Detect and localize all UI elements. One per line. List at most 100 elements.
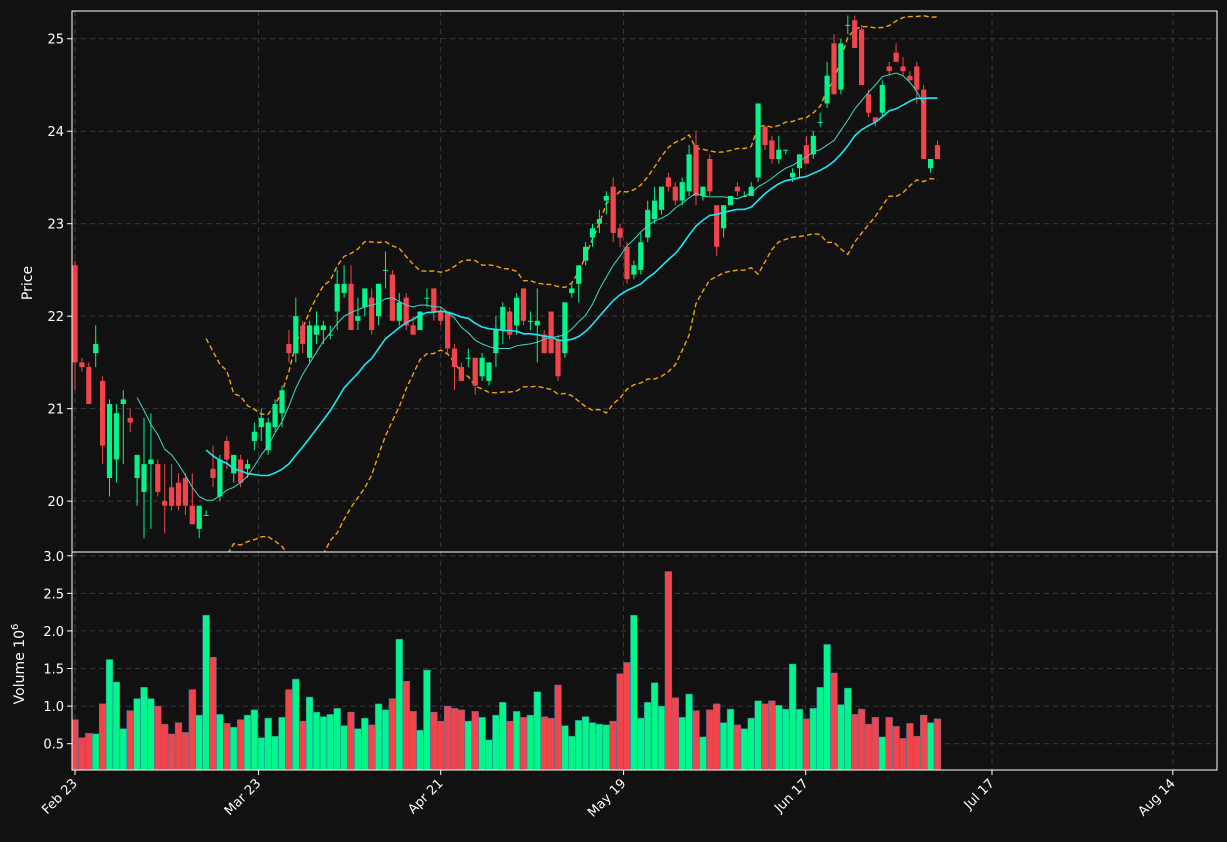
candle-body (845, 24, 851, 26)
volume-bar (630, 614, 638, 770)
candle-body (859, 29, 865, 85)
candle (279, 385, 285, 428)
candle-body (224, 441, 230, 460)
volume-exponent-base: 10 (12, 630, 28, 648)
candle-body (479, 357, 485, 377)
candle (624, 242, 630, 284)
candle (824, 61, 830, 109)
candle-body (493, 330, 499, 354)
volume-bar (851, 714, 859, 770)
candle (817, 112, 823, 127)
volume-bar (271, 735, 279, 770)
candle (203, 510, 209, 517)
candle (783, 149, 789, 155)
volume-bar (161, 723, 169, 770)
volume-bar (416, 729, 424, 770)
candle (879, 80, 885, 118)
volume-bar (278, 717, 286, 770)
candle-body (155, 464, 161, 492)
candle (900, 57, 906, 76)
volume-bar (699, 736, 707, 770)
volume-bar (706, 709, 714, 770)
candle-body (106, 404, 113, 479)
candle-body (127, 417, 133, 423)
candle (300, 320, 306, 354)
candle (652, 186, 658, 224)
candle-body (79, 362, 85, 368)
candle-body (631, 265, 637, 275)
candle-body (762, 126, 768, 146)
ma-slow-line (205, 97, 938, 477)
volume-bar (568, 735, 576, 770)
volume-bar (588, 722, 597, 770)
volume-bar (761, 703, 769, 770)
volume-bar (126, 710, 134, 770)
volume-bar (809, 708, 817, 770)
candle (679, 177, 685, 206)
volume-bar (147, 698, 155, 770)
candle-body (286, 343, 292, 354)
candle (658, 186, 665, 215)
volume-bar (326, 714, 334, 770)
candle-body (72, 265, 78, 363)
volume-bar (285, 689, 293, 770)
volume-bar (250, 709, 259, 770)
candle (921, 84, 927, 159)
candle-body (279, 390, 285, 414)
candle (320, 320, 326, 344)
candle-body (838, 43, 844, 90)
candle-body (438, 311, 444, 321)
volume-bar (464, 720, 472, 770)
candle-body (596, 219, 602, 224)
candle-body (803, 145, 809, 164)
moving-averages (136, 72, 938, 501)
price-gridlines (72, 11, 1217, 552)
candle (576, 265, 582, 303)
candle-body (721, 205, 727, 229)
volume-bar (471, 711, 479, 770)
candle-body (755, 103, 761, 178)
volume-bar (133, 698, 141, 770)
volume-exponent: 6 (10, 624, 21, 630)
candle (465, 348, 471, 368)
candle-body (541, 334, 547, 354)
candle (93, 325, 99, 368)
volume-bar (616, 673, 624, 770)
candle-body (417, 311, 423, 331)
candle (175, 473, 182, 511)
price-tick-label: 24 (47, 125, 64, 140)
candle (645, 200, 651, 243)
candle (514, 293, 520, 335)
candle-body (727, 195, 734, 206)
candle (217, 454, 223, 502)
volume-bar (443, 705, 452, 770)
candle-body (451, 348, 458, 368)
candle-body (686, 154, 692, 192)
volume-bar (292, 678, 300, 770)
candle-body (658, 186, 665, 210)
volume-bar (726, 708, 735, 770)
volume-bar (733, 724, 742, 770)
volume-bar (740, 728, 748, 770)
volume-bar (561, 725, 569, 770)
candle (79, 357, 85, 372)
candle (438, 306, 444, 326)
price-y-ticks: 20 21 22 23 24 25 (47, 33, 72, 510)
volume-bar (98, 703, 107, 770)
volume-bar (782, 708, 790, 770)
candle (265, 417, 271, 455)
candle-body (320, 325, 326, 331)
volume-bar (209, 656, 217, 770)
volume-bar (347, 711, 355, 770)
volume-bar (602, 724, 610, 770)
candle (755, 103, 761, 183)
volume-bar (154, 705, 162, 770)
candle-body (555, 339, 561, 377)
candle (272, 399, 278, 432)
candle-body (576, 265, 582, 284)
candle-body (520, 288, 527, 321)
candle (362, 288, 368, 317)
candle (617, 223, 623, 247)
candle-body (879, 84, 885, 113)
candle-body (244, 464, 251, 469)
